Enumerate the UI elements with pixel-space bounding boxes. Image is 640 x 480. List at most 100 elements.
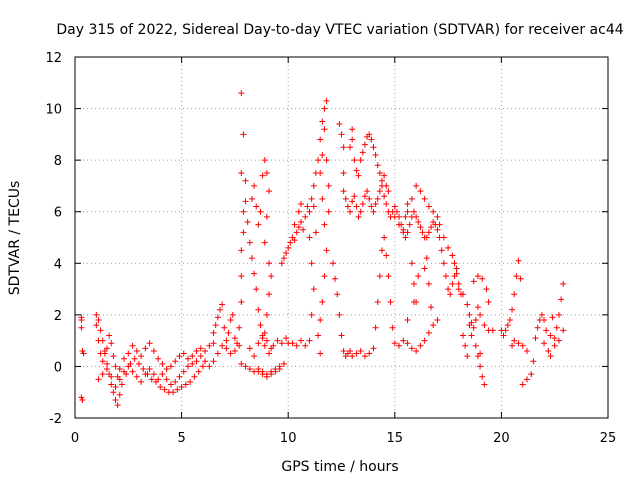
data-point [423, 255, 430, 262]
data-point [159, 360, 166, 367]
data-point [547, 332, 554, 339]
data-point [451, 260, 458, 267]
data-point [78, 317, 85, 324]
data-point [116, 366, 123, 373]
data-point [142, 345, 149, 352]
data-point [402, 234, 409, 241]
data-point [376, 170, 383, 177]
data-point [477, 311, 484, 318]
data-point [413, 182, 420, 189]
data-point [340, 170, 347, 177]
data-point [174, 386, 181, 393]
data-point [417, 224, 424, 231]
data-point [231, 335, 238, 342]
data-point [180, 350, 187, 357]
data-point [366, 195, 373, 202]
data-point [479, 373, 486, 380]
data-point [161, 386, 168, 393]
y-tick-label: 0 [54, 360, 62, 375]
data-point [383, 200, 390, 207]
data-point [428, 224, 435, 231]
data-point [530, 358, 537, 365]
data-point [255, 221, 262, 228]
data-point [385, 188, 392, 195]
data-point [347, 347, 354, 354]
data-point [438, 247, 445, 254]
x-tick-labels: 0 5 10 15 20 25 [71, 431, 616, 446]
data-point [515, 340, 522, 347]
data-point [376, 273, 383, 280]
data-point [410, 280, 417, 287]
data-point [280, 255, 287, 262]
data-point [261, 342, 268, 349]
data-point [396, 342, 403, 349]
data-point [272, 368, 279, 375]
data-point [310, 286, 317, 293]
data-point [334, 291, 341, 298]
data-point [280, 360, 287, 367]
data-point [242, 177, 249, 184]
data-point [389, 324, 396, 331]
data-point [415, 219, 422, 226]
data-point [323, 247, 330, 254]
data-point [297, 219, 304, 226]
data-point [321, 273, 328, 280]
data-point [442, 273, 449, 280]
data-point [474, 304, 481, 311]
data-point [381, 234, 388, 241]
data-point [470, 278, 477, 285]
data-point [455, 286, 462, 293]
data-point [202, 358, 209, 365]
y-tick-label: 12 [45, 51, 62, 66]
data-point [99, 371, 106, 378]
data-point [79, 396, 86, 403]
data-point [214, 350, 221, 357]
data-point [172, 378, 179, 385]
data-point [163, 376, 170, 383]
data-point [193, 358, 200, 365]
series-rise-10-12 [278, 97, 332, 357]
data-point [489, 327, 496, 334]
data-point [263, 213, 270, 220]
data-point [240, 208, 247, 215]
series-spikes-8-9 [248, 157, 292, 378]
data-point [385, 273, 392, 280]
data-point [225, 329, 232, 336]
data-point [108, 381, 115, 388]
data-point [428, 304, 435, 311]
data-point [477, 363, 484, 370]
data-point [464, 353, 471, 360]
data-point [396, 221, 403, 228]
data-point [372, 200, 379, 207]
data-point [261, 157, 268, 164]
x-tick-label: 10 [280, 431, 297, 446]
data-point [317, 317, 324, 324]
data-point [251, 182, 258, 189]
data-point [95, 376, 102, 383]
data-point [404, 208, 411, 215]
data-point [402, 213, 409, 220]
data-point [374, 195, 381, 202]
data-point [361, 353, 368, 360]
data-point [376, 188, 383, 195]
data-point [234, 340, 241, 347]
data-point [110, 353, 117, 360]
data-point [504, 322, 511, 329]
data-point [246, 366, 253, 373]
data-point [342, 195, 349, 202]
data-point [361, 193, 368, 200]
data-point [317, 136, 324, 143]
data-point [289, 340, 296, 347]
data-point [472, 317, 479, 324]
data-point [223, 345, 230, 352]
data-point [513, 273, 520, 280]
data-point [135, 360, 142, 367]
data-point [417, 188, 424, 195]
x-tick-label: 5 [177, 431, 185, 446]
grid [75, 57, 608, 418]
data-point [338, 332, 345, 339]
data-point [219, 301, 226, 308]
chart-title: Day 315 of 2022, Sidereal Day-to-day VTE… [56, 22, 623, 38]
data-point [349, 126, 356, 133]
data-point [347, 208, 354, 215]
